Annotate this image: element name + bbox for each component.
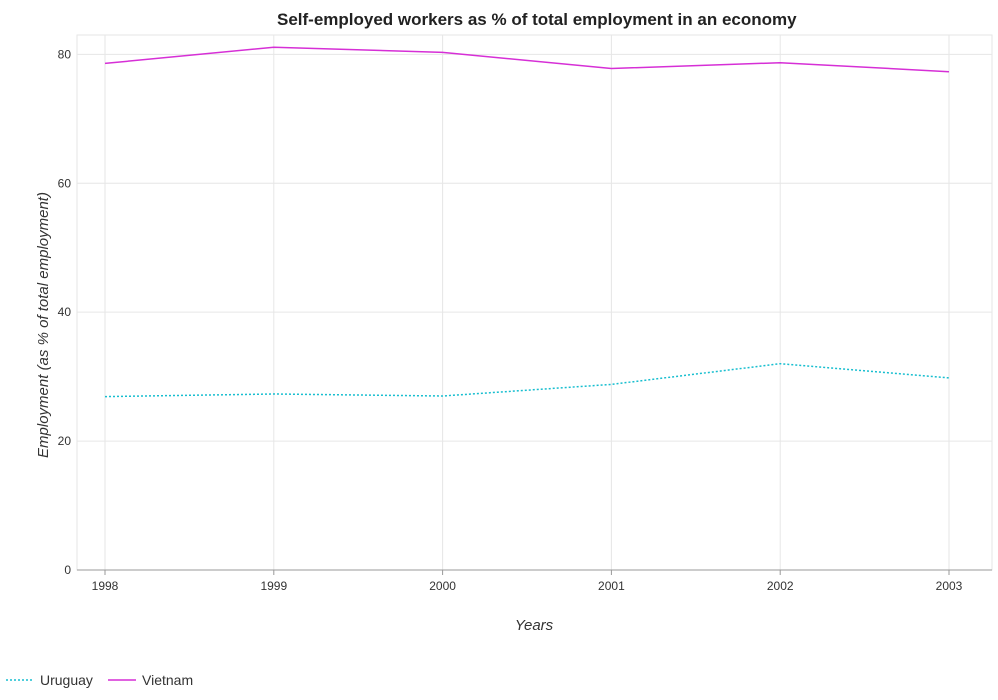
series-line-uruguay (104, 362, 950, 398)
y-tick-label: 60 (58, 176, 72, 190)
x-tick-label: 2000 (429, 579, 456, 593)
x-axis-label: Years (515, 617, 554, 634)
y-tick-label: 20 (58, 434, 72, 448)
series-line-vietnam (104, 46, 950, 73)
legend: Uruguay Vietnam (6, 672, 193, 688)
y-tick-label: 0 (64, 563, 71, 577)
x-tick-label: 2001 (598, 579, 625, 593)
grid (76, 34, 993, 571)
y-tick-label: 40 (58, 305, 72, 319)
series (104, 46, 950, 398)
x-tick-label: 1999 (260, 579, 287, 593)
x-tick-label: 2003 (936, 579, 963, 593)
y-axis-label: Employment (as % of total employment) (35, 192, 52, 458)
plot-frame (76, 34, 993, 571)
axes: 0 20 40 60 80 1998 1999 2000 2001 2002 2003 (58, 47, 992, 593)
legend-label-uruguay: Uruguay (40, 672, 93, 688)
chart-title: Self-employed workers as % of total empl… (277, 10, 797, 29)
legend-label-vietnam: Vietnam (142, 672, 193, 688)
x-tick-label: 2002 (767, 579, 794, 593)
y-tick-label: 80 (58, 47, 72, 61)
x-tick-label: 1998 (92, 579, 119, 593)
